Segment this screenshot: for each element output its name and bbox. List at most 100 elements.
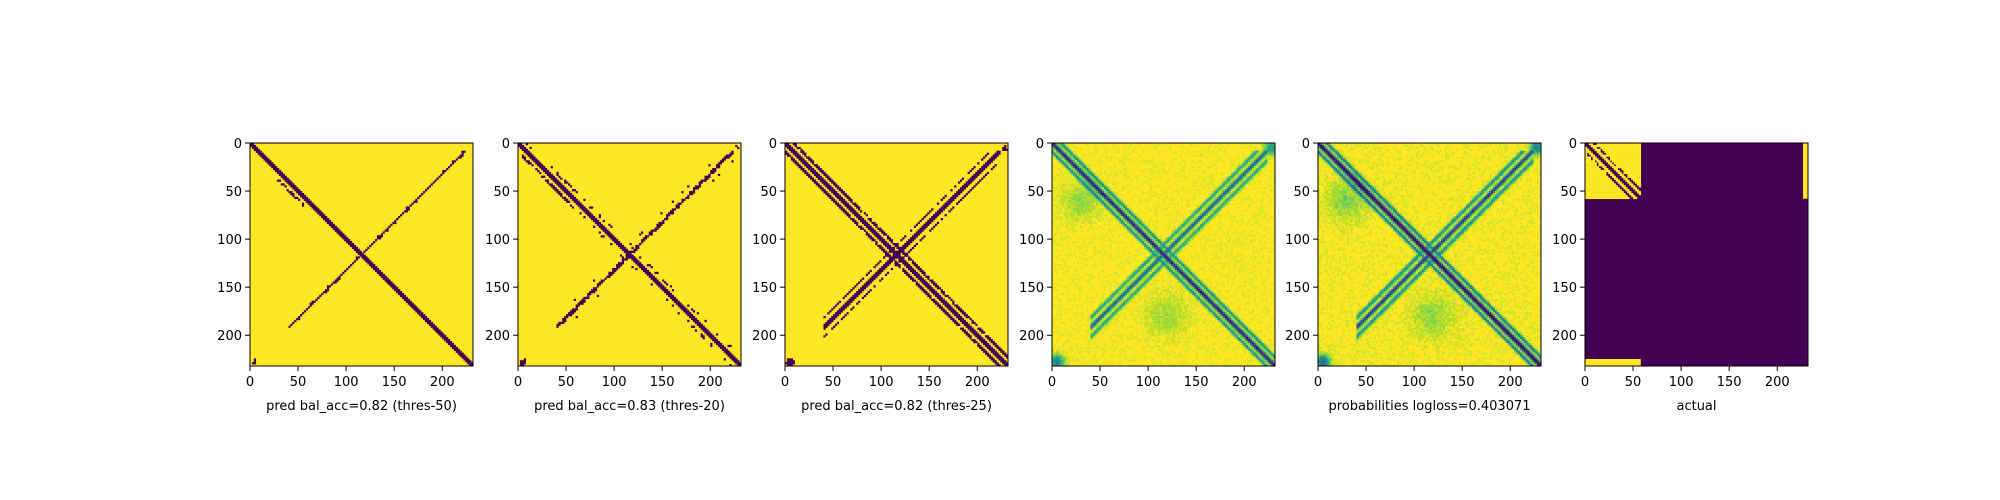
heatmap-cell	[1271, 177, 1274, 180]
heatmap-cell	[858, 216, 861, 219]
heatmap-cell	[1151, 158, 1155, 161]
heatmap-cell	[1246, 221, 1249, 225]
heatmap-cell	[1128, 216, 1132, 219]
heatmap-cell	[1080, 194, 1084, 198]
heatmap-cell	[567, 312, 571, 315]
heatmap-cell	[1176, 227, 1180, 230]
heatmap-cell	[929, 210, 932, 213]
heatmap-cell	[1094, 216, 1097, 219]
heatmap-cell	[1223, 191, 1226, 194]
heatmap-cell	[915, 233, 918, 236]
heatmap-cell	[994, 354, 997, 357]
heatmap-cell	[1221, 198, 1224, 201]
heatmap-cell	[954, 314, 957, 317]
heatmap-cell	[1063, 160, 1066, 163]
heatmap-cell	[313, 300, 316, 303]
heatmap-cell	[1238, 162, 1241, 165]
heatmap-cell	[1084, 198, 1087, 201]
heatmap-cell	[629, 256, 632, 259]
heatmap-cell	[1084, 216, 1087, 219]
heatmap-cell	[902, 260, 905, 263]
heatmap-cell	[1215, 202, 1218, 205]
heatmap-cell	[531, 154, 534, 157]
heatmap-cell	[1225, 189, 1228, 192]
heatmap-cell	[567, 192, 571, 196]
heatmap-cell	[1107, 212, 1110, 215]
heatmap-cell	[1217, 160, 1220, 163]
heatmap-cell	[585, 210, 588, 213]
heatmap-cell	[1200, 206, 1203, 209]
heatmap-cell	[840, 189, 843, 192]
heatmap-cell	[888, 256, 892, 259]
heatmap-cell	[1226, 192, 1230, 196]
heatmap-cell	[1205, 206, 1209, 209]
heatmap-cell	[1236, 167, 1239, 171]
heatmap-cell	[1223, 200, 1226, 203]
heatmap-cell	[977, 333, 980, 336]
heatmap-cell	[1192, 169, 1195, 173]
heatmap-cell	[374, 266, 378, 269]
heatmap-cell	[994, 152, 997, 155]
heatmap-cell	[994, 360, 997, 363]
heatmap-cell	[1100, 189, 1103, 192]
heatmap-cell	[958, 317, 961, 321]
heatmap-cell	[1065, 204, 1068, 207]
heatmap-cell	[1065, 208, 1068, 211]
heatmap-cell	[1067, 169, 1070, 173]
heatmap-cell	[1259, 200, 1262, 203]
heatmap-cell	[1084, 196, 1087, 200]
heatmap-cell	[1052, 191, 1055, 194]
heatmap-cell	[1228, 156, 1232, 159]
heatmap-cell	[1113, 202, 1116, 205]
heatmap-cell	[349, 244, 353, 248]
heatmap-cell	[430, 321, 433, 325]
heatmap-cell	[1213, 185, 1216, 188]
heatmap-cell	[461, 152, 464, 155]
heatmap-cell	[942, 302, 945, 305]
heatmap-cell	[1075, 189, 1078, 192]
heatmap-cell	[792, 150, 795, 153]
heatmap-cell	[602, 229, 605, 232]
heatmap-cell	[1175, 175, 1178, 178]
heatmap-cell	[1098, 225, 1101, 228]
heatmap-cell	[710, 333, 713, 336]
heatmap-cell	[1090, 192, 1093, 196]
heatmap-cell	[1006, 356, 1009, 359]
heatmap-cell	[1138, 196, 1141, 200]
heatmap-cell	[1230, 191, 1234, 194]
heatmap-cell	[1240, 171, 1243, 175]
heatmap-cell	[1123, 202, 1126, 205]
heatmap-cell	[1203, 210, 1207, 213]
heatmap-cell	[904, 264, 907, 267]
heatmap-cell	[298, 317, 301, 321]
heatmap-cell	[619, 262, 623, 265]
heatmap-cell	[1148, 233, 1151, 236]
heatmap-cell	[627, 252, 630, 255]
heatmap-cell	[1092, 175, 1095, 178]
heatmap-cell	[334, 225, 337, 228]
heatmap-cell	[1126, 206, 1130, 209]
heatmap-cell	[671, 210, 675, 213]
heatmap-cell	[1180, 160, 1184, 163]
heatmap-cell	[1230, 166, 1234, 169]
heatmap-cell	[1094, 146, 1097, 150]
heatmap-cell	[1213, 179, 1216, 182]
heatmap-cell	[1242, 166, 1245, 169]
heatmap-cell	[426, 187, 430, 190]
y-tick-label: 100	[752, 233, 777, 248]
heatmap-cell	[927, 275, 930, 278]
heatmap-cell	[1201, 185, 1205, 188]
heatmap-cell	[1132, 219, 1135, 223]
heatmap-cell	[909, 269, 913, 273]
heatmap-cell	[434, 329, 437, 332]
heatmap-cell	[575, 191, 578, 194]
heatmap-cell	[1200, 227, 1203, 230]
heatmap-cell	[1269, 150, 1272, 153]
heatmap-cell	[1217, 194, 1220, 198]
heatmap-cell	[833, 191, 836, 194]
heatmap-cell	[1236, 183, 1239, 186]
heatmap-cell	[1069, 191, 1072, 194]
heatmap-cell	[1165, 194, 1168, 198]
heatmap-cell	[900, 260, 903, 263]
heatmap-cell	[1259, 175, 1262, 178]
